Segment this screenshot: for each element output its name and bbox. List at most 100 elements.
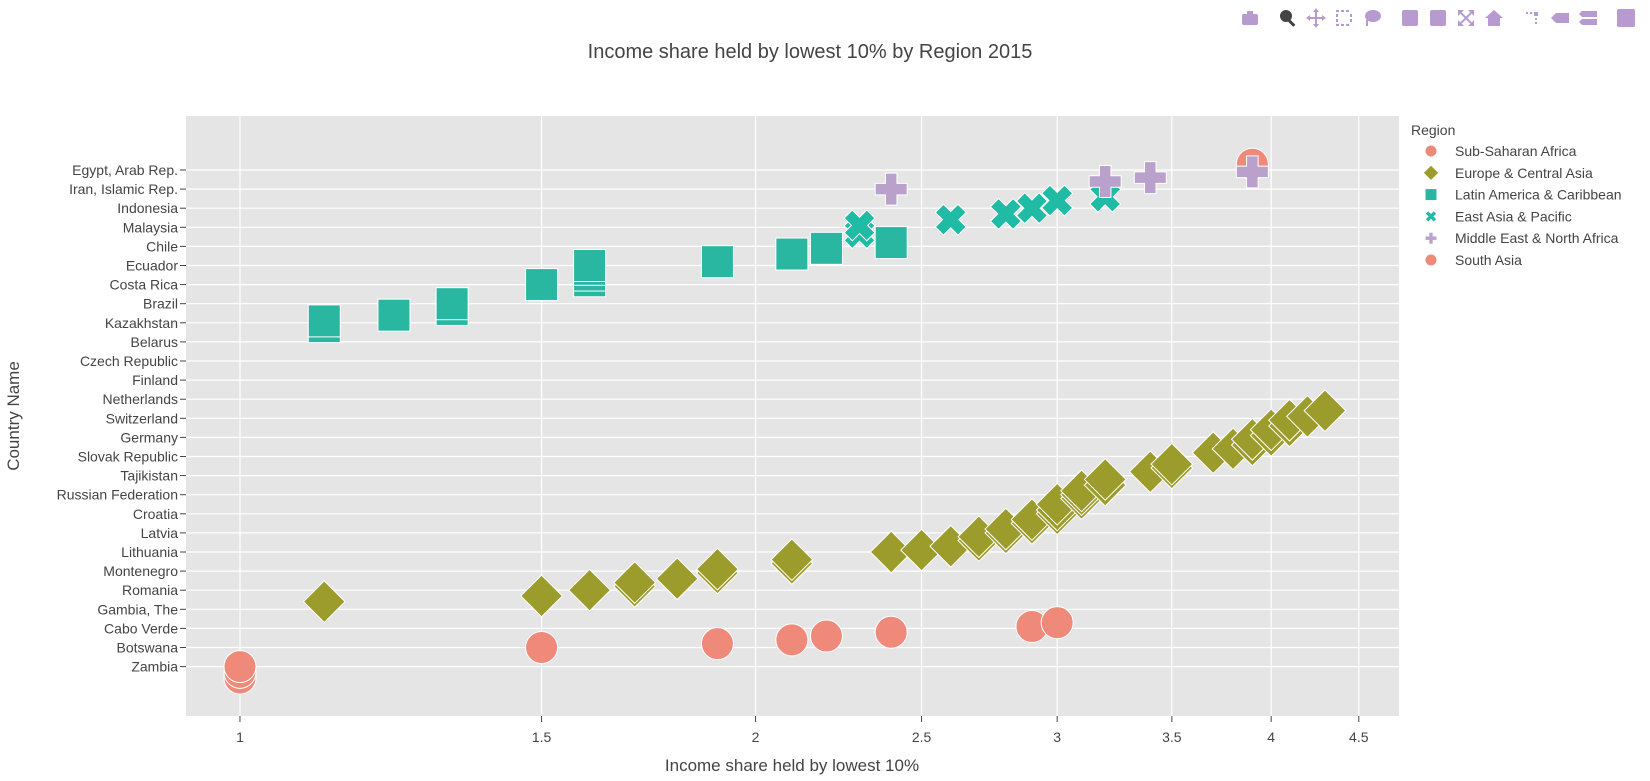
point-middle-east-north-africa[interactable] [1088,164,1122,198]
y-tick-label: Indonesia [117,200,178,216]
legend-item-middle-east-north-africa[interactable]: Middle East & North Africa [1424,230,1619,246]
legend-marker-south-asia[interactable] [1424,253,1438,267]
legend-label: East Asia & Pacific [1455,208,1572,224]
point-east-asia-pacific[interactable] [934,203,967,236]
reset-axes-icon [1485,10,1503,26]
legend-label: Europe & Central Asia [1455,165,1593,181]
x-tick-label: 1 [236,729,244,745]
point-latin-america-caribbean[interactable] [377,298,411,332]
y-axis-label: Country Name [4,361,23,471]
hover-closest-button[interactable] [1548,6,1572,30]
point-europe-central-asia[interactable] [613,561,657,605]
y-tick-label: Montenegro [103,563,178,579]
hover-closest-icon [1551,13,1569,23]
point-sub-saharan-africa[interactable] [775,623,809,657]
hover-compare-icon [1579,11,1597,25]
x-tick-label: 2 [752,729,760,745]
legend-item-sub-saharan-africa[interactable]: Sub-Saharan Africa [1424,143,1577,159]
y-tick-label: Cabo Verde [104,620,178,636]
autoscale-button[interactable] [1454,6,1478,30]
y-tick-label: Iran, Islamic Rep. [69,181,178,197]
point-latin-america-caribbean[interactable] [435,287,469,321]
point-latin-america-caribbean[interactable] [809,231,843,265]
point-europe-central-asia[interactable] [520,574,564,618]
y-tick-label: Slovak Republic [78,449,178,465]
y-tick-label: Egypt, Arab Rep. [72,162,178,178]
x-tick-label: 3.5 [1162,729,1182,745]
zoom-in-button[interactable] [1398,6,1422,30]
legend-marker-europe-central-asia[interactable] [1422,164,1440,182]
spike-lines-icon [1526,12,1538,24]
reset-axes-button[interactable] [1482,6,1506,30]
point-middle-east-north-africa[interactable] [1133,161,1167,195]
y-tick-label: Croatia [133,506,178,522]
y-gridlines [186,169,1399,668]
legend-item-south-asia[interactable]: South Asia [1424,252,1522,268]
y-tick-label: Gambia, The [97,601,178,617]
camera-button[interactable] [1238,6,1262,30]
y-tick-label: Latvia [141,525,179,541]
x-tick-label: 4 [1267,729,1275,745]
point-latin-america-caribbean[interactable] [573,249,607,282]
point-europe-central-asia[interactable] [302,580,346,624]
pan-icon [1306,8,1326,28]
plotly-logo-button[interactable] [1614,6,1638,30]
point-sub-saharan-africa[interactable] [700,627,734,661]
point-latin-america-caribbean[interactable] [874,226,908,260]
plotly-logo-icon [1617,9,1635,27]
point-latin-america-caribbean[interactable] [775,237,809,271]
lasso-select-icon [1365,10,1381,26]
box-select-button[interactable] [1332,6,1356,30]
modebar [1238,6,1638,30]
zoom-button[interactable] [1276,6,1300,30]
x-axis-label: Income share held by lowest 10% [665,756,919,775]
legend-marker-latin-america-caribbean[interactable] [1424,188,1438,202]
point-east-asia-pacific[interactable] [843,209,876,242]
point-europe-central-asia[interactable] [655,557,699,601]
zoom-out-icon [1430,10,1446,26]
point-europe-central-asia[interactable] [1083,457,1127,501]
point-europe-central-asia[interactable] [1303,389,1347,433]
legend-title: Region [1411,122,1455,138]
point-latin-america-caribbean[interactable] [700,245,734,279]
legend-label: South Asia [1455,252,1522,268]
legend-marker-middle-east-north-africa[interactable] [1424,231,1438,245]
y-tick-label: Czech Republic [80,353,178,369]
point-sub-saharan-africa[interactable] [809,619,843,653]
legend-item-latin-america-caribbean[interactable]: Latin America & Caribbean [1424,187,1622,203]
legend-marker-east-asia-pacific[interactable] [1424,209,1438,223]
point-sub-saharan-africa[interactable] [223,650,257,684]
x-gridlines [239,116,1360,716]
spike-lines-button[interactable] [1520,6,1544,30]
point-sub-saharan-africa[interactable] [1040,606,1074,640]
lasso-select-button[interactable] [1360,6,1384,30]
point-sub-saharan-africa[interactable] [874,615,908,649]
point-east-asia-pacific[interactable] [1015,192,1049,225]
legend-marker-sub-saharan-africa[interactable] [1424,144,1438,158]
point-east-asia-pacific[interactable] [989,197,1022,231]
y-tick-label: Malaysia [123,219,178,235]
legend-item-europe-central-asia[interactable]: Europe & Central Asia [1422,164,1593,182]
point-latin-america-caribbean[interactable] [525,268,559,302]
point-middle-east-north-africa[interactable] [1235,155,1269,189]
point-middle-east-north-africa[interactable] [874,172,908,206]
zoom-out-button[interactable] [1426,6,1450,30]
pan-button[interactable] [1304,6,1328,30]
point-europe-central-asia[interactable] [695,547,739,591]
point-latin-america-caribbean[interactable] [307,304,341,338]
autoscale-icon [1458,10,1474,26]
plot-area[interactable] [186,116,1399,716]
y-tick-label: Costa Rica [110,277,179,293]
point-europe-central-asia[interactable] [568,568,612,612]
point-europe-central-asia[interactable] [770,538,814,582]
point-europe-central-asia[interactable] [1150,442,1194,486]
y-axis-ticks: Egypt, Arab Rep. Iran, Islamic Rep. Indone… [57,162,186,675]
point-europe-central-asia[interactable] [869,530,913,574]
legend-item-east-asia-pacific[interactable]: East Asia & Pacific [1424,208,1572,224]
chart-title: Income share held by lowest 10% by Regio… [588,41,1033,63]
legend-label: Middle East & North Africa [1455,230,1619,246]
hover-compare-button[interactable] [1576,6,1600,30]
point-sub-saharan-africa[interactable] [525,631,559,664]
x-axis-ticks: 1 1.5 2 2.5 3 3.5 4 4.5 [236,716,1369,745]
point-east-asia-pacific[interactable] [1041,184,1074,217]
